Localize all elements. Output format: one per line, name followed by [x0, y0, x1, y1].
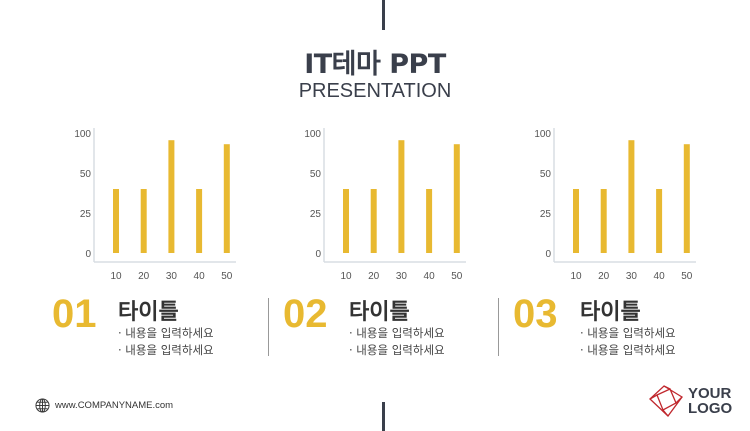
x-tick-label: 50: [221, 271, 233, 282]
x-tick-label: 20: [598, 271, 610, 282]
chart-2: 0 25 50 100 10 20 30 40 50: [290, 120, 490, 290]
y-tick-label: 25: [80, 209, 92, 220]
section-title-1: 타이틀: [118, 300, 179, 325]
logo-cube-icon: [649, 385, 683, 417]
section-bullet: · 내용을 입력하세요: [580, 326, 676, 340]
x-tick-label: 30: [166, 271, 178, 282]
bar: [426, 189, 433, 253]
bottom-divider-line: [382, 402, 385, 431]
x-tick-label: 40: [424, 271, 436, 282]
logo-line-2: LOGO: [688, 400, 733, 417]
company-website-link[interactable]: www.COMPANYNAME.com: [55, 400, 174, 411]
x-tick-label: 50: [681, 271, 693, 282]
x-tick-label: 30: [396, 271, 408, 282]
page-title: IT테마 PPT: [304, 49, 446, 80]
bar: [573, 189, 579, 253]
logo-line-1: YOUR: [688, 385, 732, 402]
section-title-3: 타이틀: [580, 300, 641, 325]
page-subtitle: PRESENTATION: [298, 80, 452, 102]
chart-1: 0 25 50 100 10 20 30 40 50: [60, 120, 260, 290]
x-tick-label: 50: [451, 271, 463, 282]
top-divider-line: [382, 0, 385, 30]
y-tick-label: 100: [74, 129, 91, 140]
logo-text: YOUR LOGO: [688, 386, 732, 416]
x-tick-label: 30: [626, 271, 638, 282]
bar: [343, 189, 349, 253]
x-tick-label: 40: [194, 271, 206, 282]
section-bullet: · 내용을 입력하세요: [118, 326, 214, 340]
x-tick-label: 40: [654, 271, 666, 282]
bar: [398, 140, 405, 253]
y-tick-label: 25: [540, 209, 552, 220]
bar: [140, 189, 147, 253]
section-divider: [498, 298, 499, 356]
x-tick-label: 20: [138, 271, 150, 282]
x-tick-label: 10: [570, 271, 582, 282]
y-tick-label: 0: [545, 249, 551, 260]
section-bullet: · 내용을 입력하세요: [118, 343, 214, 357]
x-tick-label: 10: [110, 271, 122, 282]
bar: [196, 189, 203, 253]
chart-3: 0 25 50 100 10 20 30 40 50: [520, 120, 720, 290]
section-bullet: · 내용을 입력하세요: [349, 343, 445, 357]
bar: [656, 189, 663, 253]
bar: [628, 140, 635, 253]
x-tick-label: 10: [340, 271, 352, 282]
section-number-1: 01: [52, 292, 97, 336]
bar: [600, 189, 607, 253]
y-tick-label: 50: [80, 169, 92, 180]
y-tick-label: 25: [310, 209, 322, 220]
bar: [168, 140, 175, 253]
y-tick-label: 0: [85, 249, 91, 260]
y-tick-label: 100: [534, 129, 551, 140]
section-title-2: 타이틀: [349, 300, 410, 325]
globe-icon: [35, 398, 50, 413]
y-tick-label: 0: [315, 249, 321, 260]
y-tick-label: 50: [310, 169, 322, 180]
bar: [683, 144, 690, 253]
x-tick-label: 20: [368, 271, 380, 282]
y-tick-label: 50: [540, 169, 552, 180]
bar: [453, 144, 460, 253]
bar: [223, 144, 230, 253]
section-number-2: 02: [283, 292, 328, 336]
bar: [113, 189, 119, 253]
y-tick-label: 100: [304, 129, 321, 140]
section-divider: [268, 298, 269, 356]
section-number-3: 03: [513, 292, 558, 336]
bar: [370, 189, 377, 253]
section-bullet: · 내용을 입력하세요: [580, 343, 676, 357]
section-bullet: · 내용을 입력하세요: [349, 326, 445, 340]
